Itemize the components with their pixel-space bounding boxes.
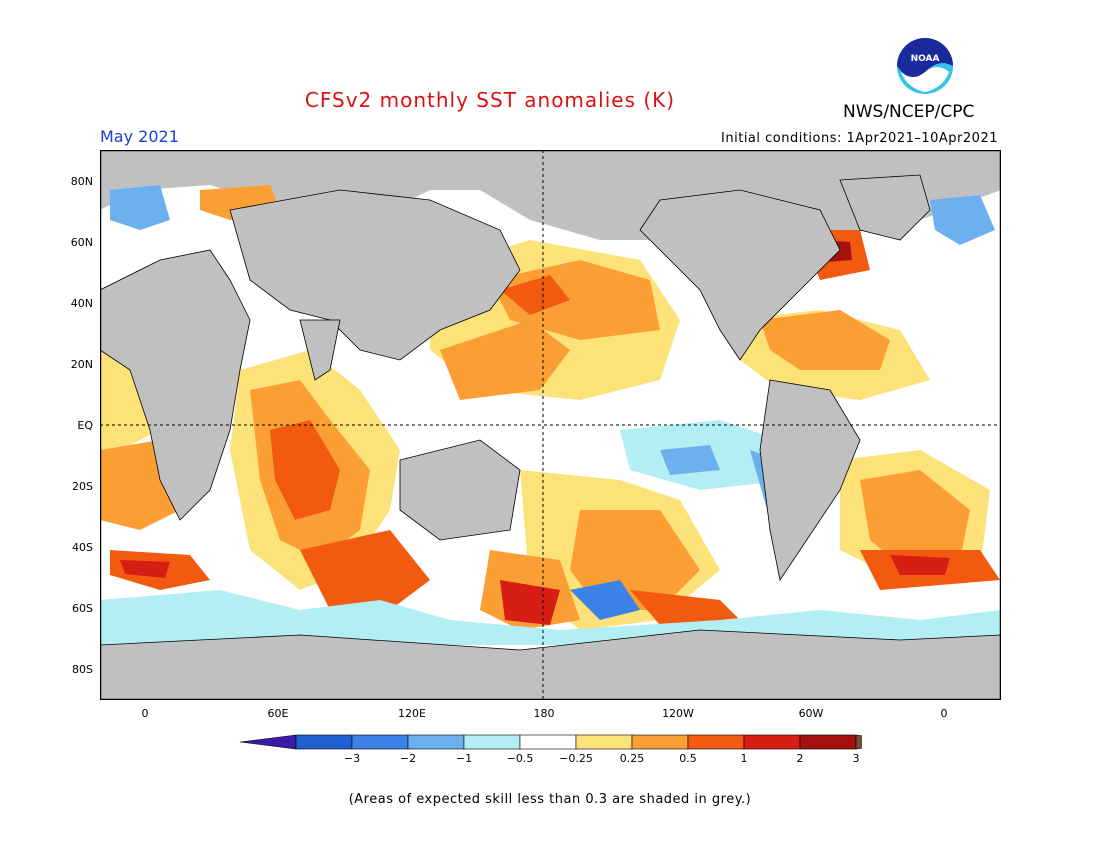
colorbar-tick-label: 0.25 [619,752,645,765]
colorbar [240,734,862,750]
sst-anomaly-map [100,150,1001,700]
warm-region [630,590,740,625]
colorbar-tick-label: −0.25 [559,752,593,765]
lat-label: 20S [72,480,93,493]
greenland [839,174,931,241]
lat-label: 80N [70,175,93,188]
colorbar-tick-label: 1 [740,752,748,765]
lon-label: 0 [141,707,149,720]
colorbar-cell [295,734,353,750]
lat-label: 80S [72,663,93,676]
lat-label: 40N [70,297,93,310]
colorbar-max-triangle [855,734,862,750]
colorbar-tick-label: −1 [455,752,473,765]
colorbar-tick-label: −3 [343,752,361,765]
noaa-logo: NOAA [894,35,956,97]
lon-label: 120E [398,707,426,720]
warm-region [490,260,660,340]
north-america [639,189,841,361]
lon-label: 120W [662,707,694,720]
initial-conditions-label: Initial conditions: 1Apr2021–10Apr2021 [721,131,998,146]
map-title: CFSv2 monthly SST anomalies (K) [304,88,676,112]
cool-region [100,590,1001,645]
cool-region [930,195,995,245]
india [299,319,341,381]
colorbar-cell [407,734,465,750]
warm-region [890,555,950,575]
colorbar-cell [463,734,521,750]
antarctica [100,629,1001,700]
warm-region [270,420,340,520]
colorbar-cell [743,734,801,750]
lat-label: 60N [70,236,93,249]
warm-region [300,530,430,610]
cool-region [570,580,640,620]
warm-region [760,310,890,370]
warm-region [860,470,970,565]
anomaly-fields [100,185,1001,650]
lat-label: 20N [70,358,93,371]
warm-region [440,320,570,400]
africa-europe [100,249,251,521]
colorbar-tick-label: 0.5 [679,752,697,765]
svg-text:NOAA: NOAA [911,54,940,64]
lat-label: 60S [72,602,93,615]
lon-label: 60W [798,707,824,720]
colorbar-tick-label: −0.5 [506,752,534,765]
lon-label: 180 [533,707,555,720]
colorbar-cell [631,734,689,750]
skill-note: (Areas of expected skill less than 0.3 a… [348,792,752,807]
lat-label: EQ [77,419,93,432]
warm-region [500,580,560,625]
warm-region [120,560,170,578]
asia [229,189,521,361]
cool-region [110,185,170,230]
colorbar-cell [351,734,409,750]
cool-region [660,445,720,475]
colorbar-min-triangle [240,734,297,750]
south-america [759,379,861,582]
month-label: May 2021 [100,127,179,146]
lon-label: 0 [940,707,948,720]
colorbar-cell [575,734,633,750]
agency-label: NWS/NCEP/CPC [843,102,975,122]
continents [100,174,1001,700]
colorbar-tick-label: −2 [399,752,417,765]
colorbar-cell [799,734,857,750]
australia [399,439,521,541]
warm-region [500,275,570,315]
colorbar-cell [519,734,577,750]
lat-label: 40S [72,541,93,554]
lon-label: 60E [267,707,289,720]
map-frame [100,150,1001,700]
colorbar-cell [687,734,745,750]
colorbar-tick-label: 2 [796,752,804,765]
colorbar-tick-label: 3 [852,752,860,765]
